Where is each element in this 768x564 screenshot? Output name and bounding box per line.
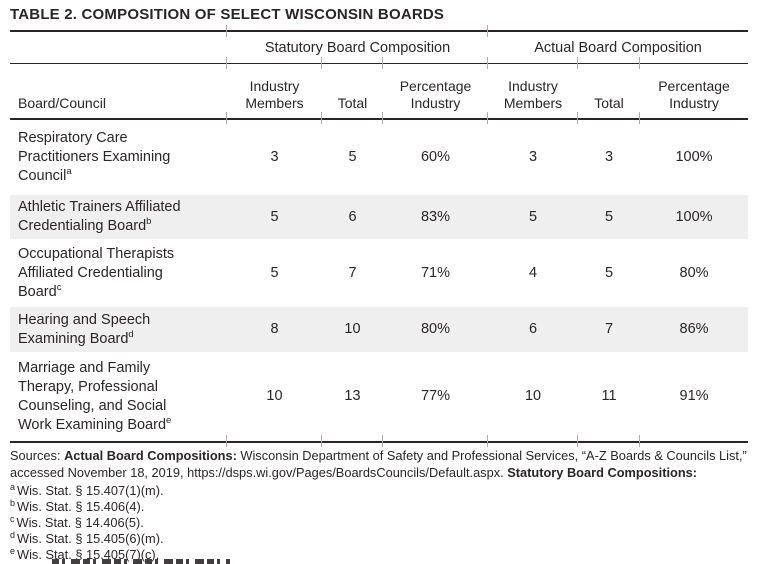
footnote-marker: b — [146, 216, 152, 228]
act-total-cell: 3 — [604, 149, 614, 165]
act-industry-members-cell: 5 — [528, 208, 538, 225]
footnote-b: b Wis. Stat. § 15.406(4). — [10, 497, 768, 515]
act-industry-members-cell: 10 — [487, 352, 579, 447]
act-percentage-cell: 80% — [679, 264, 709, 281]
stat-industry-members-cell: 10 — [226, 352, 322, 447]
statutory-compositions-label: Statutory Board Compositions: — [507, 464, 698, 480]
statutory-group-header: Statutory Board Composition — [225, 24, 489, 68]
stat-industry-members-cell: 3 — [270, 149, 279, 165]
act-percentage-cell: 100% — [675, 149, 713, 165]
board-council-header: Board/Council — [10, 63, 227, 120]
table-row: Marriage and Family Therapy, Professiona… — [10, 352, 749, 447]
board-name: Athletic Trainers Affiliated Credentiali… — [18, 199, 181, 234]
stat-total-cell: 13 — [321, 352, 383, 447]
board-name: Respiratory Care Practitioners Examining… — [18, 130, 171, 184]
board-name-cell: Athletic Trainers Affiliated Credentiali… — [10, 195, 227, 239]
stat-percentage-cell: 71% — [420, 264, 451, 281]
stat-percentage-cell: 77% — [381, 352, 489, 447]
stat-total-cell: 10 — [344, 321, 361, 337]
footnote-text: Wis. Stat. § 15.406(4). — [17, 499, 145, 514]
board-name: Hearing and Speech Examining Board — [18, 311, 151, 347]
footnote-e: e Wis. Stat. § 15.405(7)(c). — [10, 545, 768, 563]
footnote-c: c Wis. Stat. § 14.406(5). — [10, 513, 768, 531]
footnote-d: d Wis. Stat. § 15.405(6)(m). — [10, 529, 768, 547]
corner-cell — [10, 31, 227, 64]
column-header-row: Board/Council Industry Members Total Per… — [10, 56, 749, 123]
stat-industry-members-header: Industry Members — [226, 56, 322, 123]
stat-percentage-industry-header: Percentage Industry — [381, 56, 489, 123]
cropped-next-line-artifact — [52, 559, 230, 564]
footnote-text: Wis. Stat. § 15.405(7)(c). — [17, 547, 160, 562]
act-percentage-industry-header: Percentage Industry — [639, 56, 749, 123]
board-name-cell: Occupational Therapists Affiliated Crede… — [10, 239, 227, 307]
act-total-cell: 5 — [604, 208, 614, 225]
table-row: Occupational Therapists Affiliated Crede… — [10, 239, 748, 307]
actual-group-header: Actual Board Composition — [487, 24, 749, 68]
footnote-marker: a — [66, 166, 72, 178]
act-industry-members-header: Industry Members — [487, 56, 579, 123]
footnote-marker: c — [10, 513, 15, 524]
footnote-text: Wis. Stat. § 14.406(5). — [16, 515, 144, 530]
board-name-cell: Hearing and Speech Examining Boardd — [10, 307, 227, 352]
footnote-marker: d — [128, 328, 134, 340]
footnote-a: a Wis. Stat. § 15.407(1)(m). — [10, 481, 768, 499]
act-percentage-cell: 100% — [675, 208, 713, 225]
act-industry-members-cell: 3 — [528, 149, 538, 165]
footnotes-list: a Wis. Stat. § 15.407(1)(m). b Wis. Stat. … — [10, 481, 768, 563]
footnote-marker: c — [56, 281, 62, 293]
stat-percentage-cell: 83% — [420, 208, 451, 225]
table-row: Hearing and Speech Examining Boardd 8 10… — [10, 307, 749, 352]
table-row: Respiratory Care Practitioners Examining… — [10, 119, 748, 195]
act-total-cell: 7 — [604, 321, 614, 337]
sources-prefix: Sources: — [10, 448, 65, 463]
footnote-marker: d — [10, 529, 16, 540]
stat-percentage-cell: 80% — [420, 321, 451, 337]
footnote-marker: a — [10, 481, 16, 492]
act-total-cell: 5 — [604, 264, 614, 281]
board-name: Occupational Therapists Affiliated Crede… — [18, 245, 175, 300]
stat-total-header: Total — [321, 56, 383, 123]
boards-composition-table: Statutory Board Composition Actual Board… — [10, 24, 749, 447]
board-name-cell: Respiratory Care Practitioners Examining… — [10, 119, 227, 195]
board-name: Marriage and Family Therapy, Professiona… — [18, 359, 167, 433]
act-percentage-cell: 91% — [639, 352, 749, 447]
stat-industry-members-cell: 5 — [270, 208, 279, 225]
act-total-header: Total — [577, 56, 641, 123]
stat-total-cell: 7 — [348, 264, 357, 281]
stat-industry-members-cell: 8 — [270, 321, 279, 337]
act-percentage-cell: 86% — [679, 321, 709, 337]
footnote-marker: b — [10, 497, 16, 508]
table-row: Athletic Trainers Affiliated Credentiali… — [10, 195, 749, 239]
footnote-text: Wis. Stat. § 15.407(1)(m). — [17, 483, 164, 498]
stat-industry-members-cell: 5 — [270, 264, 279, 281]
board-name-cell: Marriage and Family Therapy, Professiona… — [10, 352, 227, 443]
stat-percentage-cell: 60% — [420, 149, 451, 165]
table-title: TABLE 2. COMPOSITION OF SELECT WISCONSIN… — [10, 6, 445, 23]
actual-compositions-label: Actual Board Compositions: — [64, 448, 237, 463]
act-industry-members-cell: 4 — [528, 264, 538, 281]
act-industry-members-cell: 6 — [528, 321, 538, 337]
footnote-marker: e — [166, 414, 172, 426]
stat-total-cell: 5 — [348, 149, 357, 165]
stat-total-cell: 6 — [348, 208, 357, 225]
actual-compositions-text: Wisconsin Department of Safety and Profe… — [10, 448, 747, 480]
footnote-text: Wis. Stat. § 15.405(6)(m). — [17, 531, 164, 546]
act-total-cell: 11 — [577, 352, 641, 447]
footnote-marker: e — [10, 545, 16, 556]
group-header-row: Statutory Board Composition Actual Board… — [10, 24, 749, 68]
sources-paragraph: Sources: Actual Board Compositions: Wisc… — [10, 448, 750, 481]
